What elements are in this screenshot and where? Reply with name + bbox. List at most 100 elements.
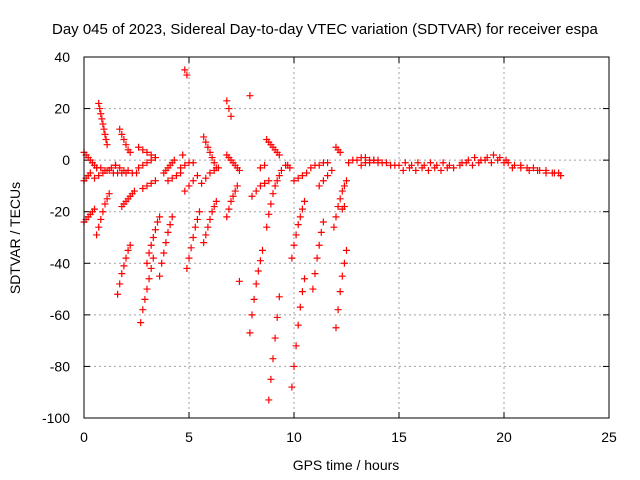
data-point	[412, 166, 420, 174]
data-point	[185, 182, 193, 190]
data-point	[275, 172, 283, 180]
y-tick-label: -40	[50, 255, 70, 271]
series-arc-d5	[139, 177, 159, 193]
data-point	[269, 190, 277, 198]
data-point	[126, 148, 134, 156]
data-point	[139, 146, 147, 154]
data-point	[265, 210, 273, 218]
data-point	[103, 141, 111, 149]
data-point	[315, 161, 323, 169]
data-point	[301, 275, 308, 283]
data-point	[96, 105, 104, 113]
data-point	[147, 264, 155, 272]
plot-frame	[83, 56, 610, 419]
series-arc-i1	[246, 246, 266, 337]
data-point	[332, 213, 340, 221]
axis-ticks: 0 5 10 15 20 25 -100 -80 -60 -40 -20 0 20 40	[42, 49, 617, 445]
data-point	[265, 177, 273, 185]
y-tick-label: 0	[62, 152, 70, 168]
data-point	[187, 244, 195, 252]
series-arc-l2	[307, 159, 332, 172]
data-point	[118, 270, 126, 278]
data-point	[471, 154, 479, 162]
data-point	[334, 306, 342, 314]
data-point	[202, 138, 210, 146]
series-arc-j3	[263, 136, 283, 159]
data-point	[229, 192, 237, 200]
data-point	[336, 148, 344, 156]
data-point	[343, 246, 350, 254]
series-arc-f5	[177, 159, 197, 172]
series-arc-a3	[80, 169, 94, 185]
data-point	[162, 239, 170, 247]
data-point	[225, 105, 233, 113]
x-tick-label: 20	[496, 429, 512, 445]
data-point	[235, 277, 243, 285]
series-arc-h4	[235, 277, 243, 285]
series-arc-f4	[181, 172, 201, 195]
data-point	[114, 290, 122, 298]
data-point	[298, 288, 306, 296]
data-point	[273, 177, 281, 185]
series-arc-n2	[357, 156, 399, 169]
series-arc-c4	[112, 161, 140, 177]
x-tick-label: 10	[286, 429, 302, 445]
x-axis-label: GPS time / hours	[293, 457, 400, 473]
data-point	[338, 187, 346, 195]
data-point	[324, 172, 332, 180]
data-point	[147, 241, 155, 249]
series-arc-p1	[450, 156, 508, 172]
data-point	[147, 156, 155, 164]
data-point	[277, 166, 285, 174]
series-arc-g3	[198, 164, 222, 187]
data-point	[160, 249, 168, 257]
data-point	[189, 177, 197, 185]
chart-title: Day 045 of 2023, Sidereal Day-to-day VTE…	[52, 21, 598, 38]
series-arc-b1	[95, 99, 111, 149]
data-point	[431, 164, 439, 172]
data-point	[256, 164, 264, 172]
data-point	[103, 195, 111, 203]
data-point	[517, 164, 525, 172]
data-point	[181, 187, 189, 195]
data-point	[292, 342, 300, 350]
data-point	[95, 223, 103, 231]
data-point	[164, 177, 172, 185]
data-point	[256, 182, 264, 190]
data-point	[263, 223, 271, 231]
data-point	[235, 166, 243, 174]
data-point	[437, 166, 445, 174]
data-point	[200, 239, 208, 247]
data-point	[97, 215, 105, 223]
data-point	[427, 159, 434, 167]
data-point	[99, 208, 107, 216]
data-point	[116, 125, 124, 133]
data-point	[193, 215, 201, 223]
data-point	[288, 383, 296, 391]
data-point	[458, 159, 466, 167]
series-arc-a2	[80, 205, 98, 226]
data-point	[330, 223, 338, 231]
data-point	[151, 226, 159, 234]
data-point	[91, 205, 98, 213]
data-point	[214, 164, 222, 172]
data-point	[91, 174, 98, 182]
x-tick-label: 25	[601, 429, 617, 445]
data-point	[424, 166, 432, 174]
data-point	[353, 156, 361, 164]
data-point	[338, 272, 346, 280]
data-point	[487, 159, 495, 167]
data-point	[164, 228, 172, 236]
data-point	[292, 231, 300, 239]
x-tick-label: 0	[80, 429, 88, 445]
data-point	[156, 272, 164, 280]
series-arc-h2	[223, 182, 241, 221]
data-point	[227, 197, 235, 205]
data-point	[542, 169, 550, 177]
y-tick-label: 20	[54, 101, 70, 117]
data-point	[183, 71, 191, 79]
data-point	[101, 130, 109, 138]
data-point	[158, 259, 166, 267]
data-point	[200, 133, 208, 141]
data-point	[179, 151, 187, 159]
